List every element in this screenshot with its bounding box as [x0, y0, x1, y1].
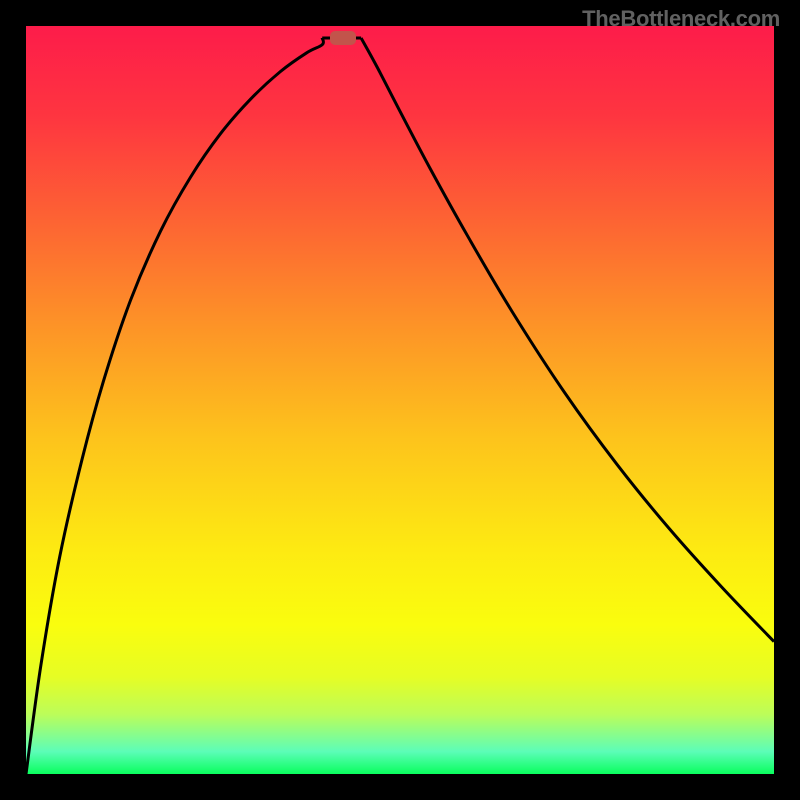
curve-left-branch [26, 38, 323, 774]
chart-frame: TheBottleneck.com [0, 0, 800, 800]
minimum-marker [330, 31, 355, 45]
curve-right-branch [361, 38, 774, 642]
plot-area [26, 26, 774, 774]
bottleneck-curve [26, 26, 774, 774]
